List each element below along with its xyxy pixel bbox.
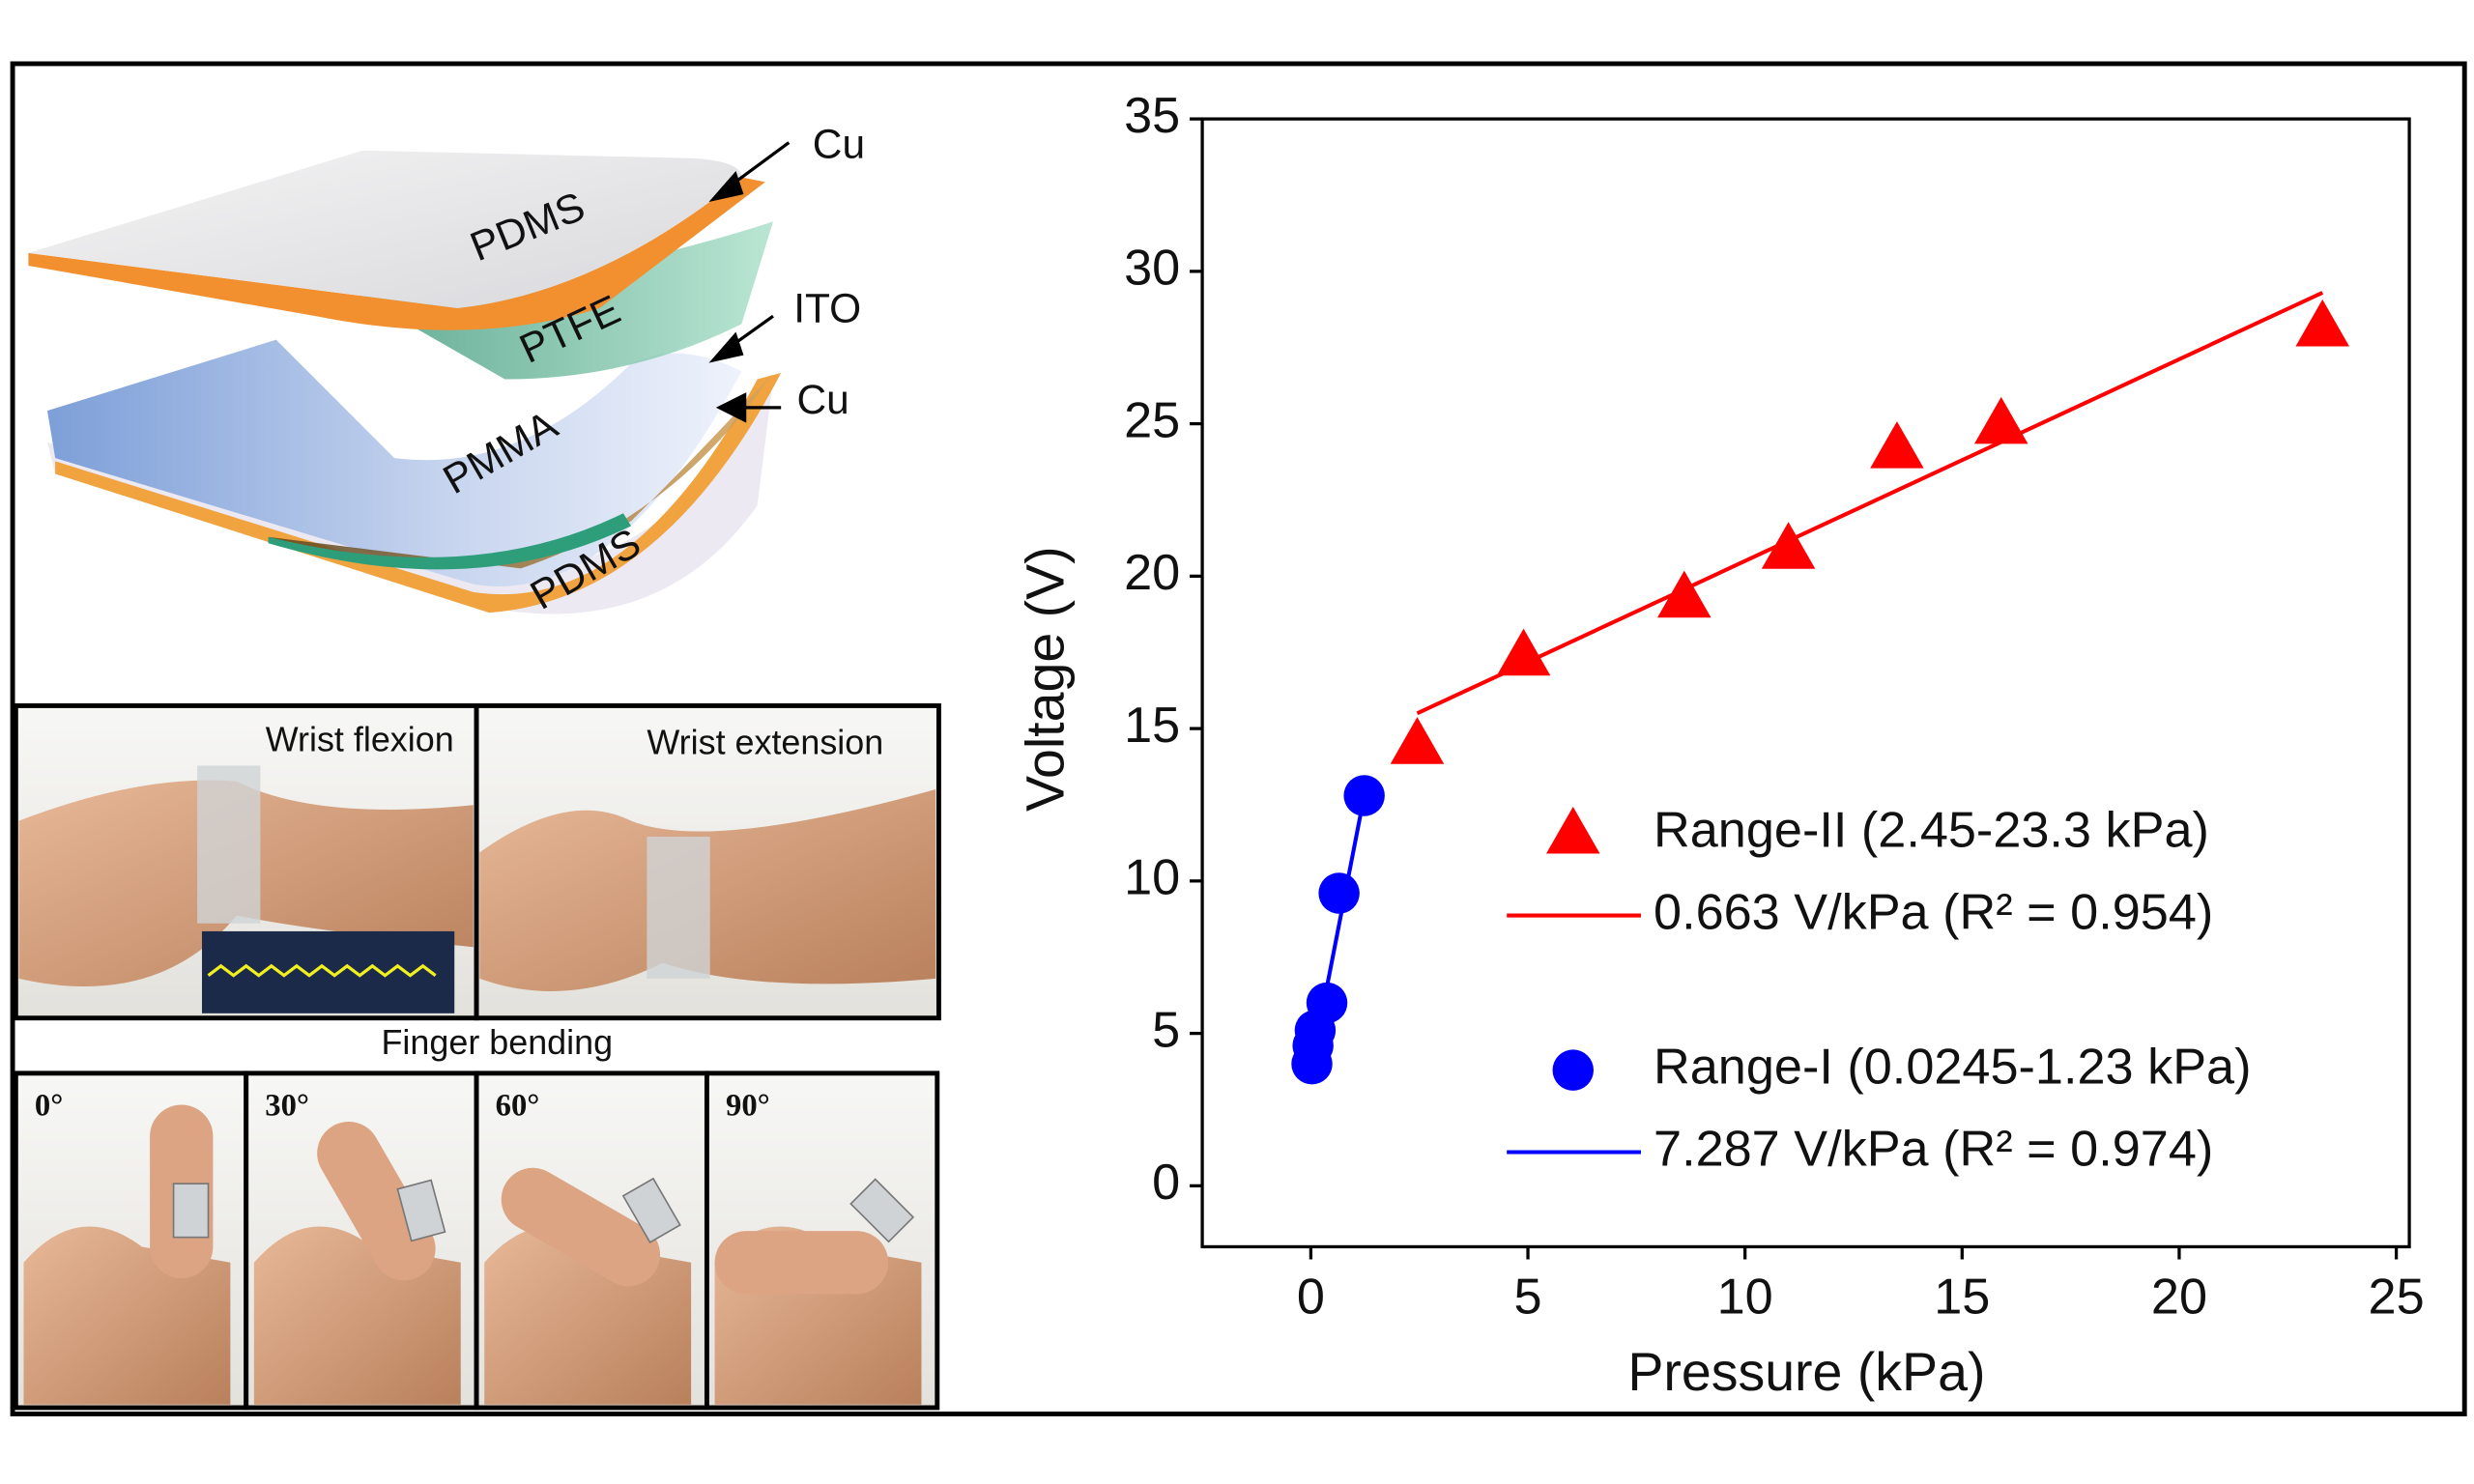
point — [1657, 570, 1712, 618]
y-tick-label: 0 — [1152, 1155, 1180, 1211]
y-tick-label: 5 — [1152, 1002, 1180, 1058]
photo-label: 0° — [35, 1088, 63, 1123]
wrist-photos: Wrist flexion Wrist extension — [13, 703, 941, 1021]
y-tick-label: 25 — [1124, 392, 1180, 448]
legend-label: Range-I (0.0245-1.23 kPa) — [1654, 1039, 2251, 1095]
legend-label: 7.287 V/kPa (R² = 0.974) — [1654, 1121, 2213, 1177]
layer-label: Cu — [796, 377, 849, 422]
signal — [207, 963, 437, 978]
point — [1318, 872, 1360, 914]
sensor — [621, 1177, 681, 1244]
fit-line — [1416, 291, 2324, 716]
finger-photos: 0° 30° 60° 90° — [13, 1070, 940, 1411]
thumb — [714, 1231, 889, 1295]
point — [1761, 522, 1816, 569]
legend: Range-II (2.45-23.3 kPa) 0.663 V/kPa (R² … — [1507, 802, 2252, 1177]
point — [1306, 982, 1348, 1024]
frame — [10, 61, 2467, 1416]
y-tick-label: 30 — [1124, 241, 1180, 297]
sensor — [396, 1179, 446, 1242]
point — [1496, 628, 1551, 676]
legend-label: 0.663 V/kPa (R² = 0.954) — [1654, 884, 2213, 940]
point — [1870, 421, 1924, 469]
point — [1343, 775, 1385, 816]
x-tick-label: 15 — [1934, 1270, 1990, 1326]
y-tick-label: 20 — [1124, 545, 1180, 601]
legend-marker — [1552, 1049, 1594, 1091]
layer — [268, 513, 632, 570]
plot-frame — [1200, 117, 2411, 1249]
photo-label: Wrist flexion — [266, 719, 454, 758]
x-tick-label: 20 — [2151, 1270, 2207, 1326]
layer — [28, 150, 742, 309]
layer-label: Cu — [813, 122, 865, 167]
device-diagram: Cu PDMS PTFE ITO Cu PMMA PDMS — [28, 122, 865, 618]
x-axis-label: Pressure (kPa) — [1627, 1342, 1985, 1402]
layer-label: ITO — [793, 286, 861, 331]
legend-label: Range-II (2.45-23.3 kPa) — [1654, 802, 2209, 858]
photo-label: 60° — [496, 1088, 540, 1123]
photo-label: 90° — [726, 1088, 770, 1123]
y-tick-label: 15 — [1124, 698, 1180, 754]
x-tick-label: 10 — [1717, 1270, 1773, 1326]
thumb — [317, 1122, 436, 1281]
thumb — [501, 1167, 661, 1287]
y-tick-label: 10 — [1124, 850, 1180, 906]
point — [1973, 396, 2028, 444]
arrows — [708, 141, 791, 423]
layer — [46, 339, 742, 586]
photo-label: Wrist extension — [647, 723, 883, 762]
point — [1390, 717, 1445, 764]
photo-label: 30° — [265, 1088, 309, 1123]
point — [2295, 299, 2349, 347]
sensor — [172, 1183, 210, 1239]
sensor — [849, 1178, 915, 1243]
chart: Pressure (kPa) Voltage (V) 0 5 10 15 20 25 0 5 1… — [1015, 88, 2424, 1402]
legend-marker — [1546, 806, 1600, 854]
x-tick-label: 25 — [2369, 1270, 2425, 1326]
photo-title: Finger bending — [382, 1022, 614, 1062]
sensor — [647, 836, 710, 979]
layer — [28, 177, 765, 330]
x-tick-label: 5 — [1514, 1270, 1542, 1326]
y-tick-label: 35 — [1124, 88, 1180, 144]
sensor — [197, 765, 261, 924]
y-axis-label: Voltage (V) — [1015, 546, 1075, 812]
x-tick-label: 0 — [1297, 1270, 1325, 1326]
